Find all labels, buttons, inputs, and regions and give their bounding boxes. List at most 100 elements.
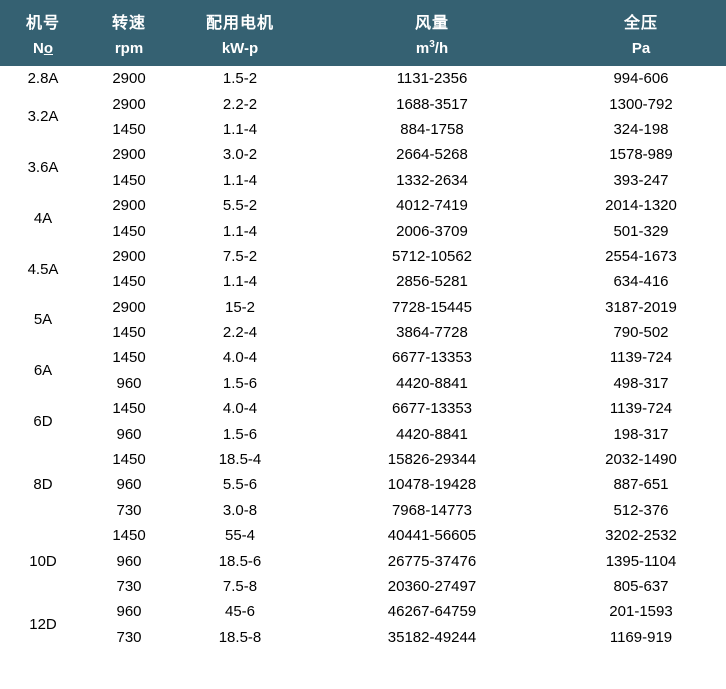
header-col-airflow: 风量 m3/h (308, 0, 556, 66)
motor-cell: 5.5-2 (172, 192, 308, 219)
model-cell: 5A (0, 294, 86, 346)
airflow-cell: 4012-7419 (308, 192, 556, 219)
airflow-cell: 20360-27497 (308, 573, 556, 600)
fan-spec-table: 机号 No 转速 rpm 配用电机 kW-p 风量 m3/h (0, 0, 726, 650)
pressure-cell: 501-329 (556, 218, 726, 244)
rpm-cell: 730 (86, 497, 172, 524)
rpm-cell: 2900 (86, 294, 172, 320)
motor-cell: 18.5-8 (172, 624, 308, 650)
airflow-cell: 884-1758 (308, 116, 556, 143)
rpm-cell: 1450 (86, 116, 172, 143)
rpm-cell: 1450 (86, 523, 172, 549)
motor-cell: 2.2-2 (172, 91, 308, 117)
airflow-cell: 2006-3709 (308, 218, 556, 244)
airflow-cell: 2664-5268 (308, 142, 556, 168)
table-row: 960 1.5-6 4420-8841 198-317 (0, 421, 726, 447)
airflow-cell: 10478-19428 (308, 472, 556, 498)
table-row: 1450 1.1-4 1332-2634 393-247 (0, 167, 726, 193)
airflow-cell: 6677-13353 (308, 345, 556, 371)
header-row: 机号 No 转速 rpm 配用电机 kW-p 风量 m3/h (0, 0, 726, 66)
airflow-cell: 1688-3517 (308, 91, 556, 117)
pressure-cell: 1139-724 (556, 396, 726, 422)
motor-cell: 1.1-4 (172, 167, 308, 193)
pressure-cell: 2032-1490 (556, 446, 726, 473)
airflow-cell: 2856-5281 (308, 269, 556, 295)
table-row: 3.2A 2900 2.2-2 1688-3517 1300-792 (0, 91, 726, 143)
table-row: 1450 1.1-4 2006-3709 501-329 (0, 218, 726, 244)
airflow-cell: 15826-29344 (308, 446, 556, 473)
model-cell: 4.5A (0, 243, 86, 295)
rpm-cell: 2900 (86, 66, 172, 92)
rpm-cell: 960 (86, 599, 172, 625)
motor-cell: 55-4 (172, 523, 308, 549)
motor-cell: 7.5-8 (172, 573, 308, 600)
motor-cell: 15-2 (172, 294, 308, 320)
motor-cell: 7.5-2 (172, 243, 308, 270)
model-cell: 10D (0, 523, 86, 600)
rpm-cell: 960 (86, 421, 172, 447)
motor-cell: 45-6 (172, 599, 308, 625)
motor-cell: 5.5-6 (172, 472, 308, 498)
header-pressure-unit: Pa (631, 40, 651, 58)
motor-cell: 1.5-2 (172, 66, 308, 92)
header-airflow-label: 风量 (414, 14, 449, 32)
model-cell: 3.2A (0, 91, 86, 143)
rpm-cell: 960 (86, 370, 172, 397)
rpm-cell: 2900 (86, 142, 172, 168)
model-cell: 8D (0, 446, 86, 524)
pressure-cell: 634-416 (556, 269, 726, 295)
rpm-cell: 960 (86, 548, 172, 574)
rpm-cell: 730 (86, 624, 172, 650)
pressure-cell: 1169-919 (556, 624, 726, 650)
table-body: 2.8A 2900 1.5-2 1131-2356 994-606 3.2A 2900 2.2… (0, 66, 726, 650)
header-pressure-label: 全压 (623, 14, 658, 32)
airflow-cell: 5712-10562 (308, 243, 556, 270)
airflow-cell: 4420-8841 (308, 370, 556, 397)
pressure-cell: 790-502 (556, 319, 726, 346)
pressure-cell: 887-651 (556, 472, 726, 498)
airflow-cell: 4420-8841 (308, 421, 556, 447)
rpm-cell: 960 (86, 472, 172, 498)
rpm-cell: 1450 (86, 167, 172, 193)
rpm-cell: 1450 (86, 319, 172, 346)
model-cell: 12D (0, 599, 86, 650)
rpm-cell: 1450 (86, 345, 172, 371)
header-col-motor: 配用电机 kW-p (172, 0, 308, 66)
pressure-cell: 1578-989 (556, 142, 726, 168)
pressure-cell: 2014-1320 (556, 192, 726, 219)
pressure-cell: 498-317 (556, 370, 726, 397)
table-row: 4.5A 2900 7.5-2 5712-10562 2554-1673 (0, 243, 726, 295)
airflow-cell: 35182-49244 (308, 624, 556, 650)
rpm-cell: 2900 (86, 91, 172, 117)
header-motor-label: 配用电机 (205, 14, 274, 32)
model-cell: 6A (0, 345, 86, 397)
table-row: 1450 1.1-4 2856-5281 634-416 (0, 269, 726, 295)
airflow-cell: 7968-14773 (308, 497, 556, 524)
header-col-pressure: 全压 Pa (556, 0, 726, 66)
header-speed-unit: rpm (114, 40, 144, 58)
table-row: 6D 1450 4.0-4 6677-13353 1139-724 (0, 396, 726, 447)
pressure-cell: 994-606 (556, 66, 726, 92)
motor-cell: 3.0-8 (172, 497, 308, 524)
pressure-cell: 198-317 (556, 421, 726, 447)
rpm-cell: 1450 (86, 446, 172, 473)
pressure-cell: 393-247 (556, 167, 726, 193)
table-row: 4A 2900 5.5-2 4012-7419 2014-1320 (0, 192, 726, 244)
airflow-cell: 46267-64759 (308, 599, 556, 625)
model-cell: 6D (0, 396, 86, 447)
header-speed-label: 转速 (111, 14, 146, 32)
table-row: 2.8A 2900 1.5-2 1131-2356 994-606 (0, 66, 726, 92)
airflow-cell: 3864-7728 (308, 319, 556, 346)
pressure-cell: 1395-1104 (556, 548, 726, 574)
table-row: 730 7.5-8 20360-27497 805-637 (0, 573, 726, 600)
pressure-cell: 2554-1673 (556, 243, 726, 270)
motor-cell: 1.1-4 (172, 218, 308, 244)
table-row: 960 18.5-6 26775-37476 1395-1104 (0, 548, 726, 574)
header-col-model: 机号 No (0, 0, 86, 66)
motor-cell: 1.1-4 (172, 116, 308, 143)
rpm-cell: 2900 (86, 192, 172, 219)
header-airflow-unit: m3/h (415, 39, 449, 58)
airflow-cell: 6677-13353 (308, 396, 556, 422)
motor-cell: 1.1-4 (172, 269, 308, 295)
pressure-cell: 1300-792 (556, 91, 726, 117)
